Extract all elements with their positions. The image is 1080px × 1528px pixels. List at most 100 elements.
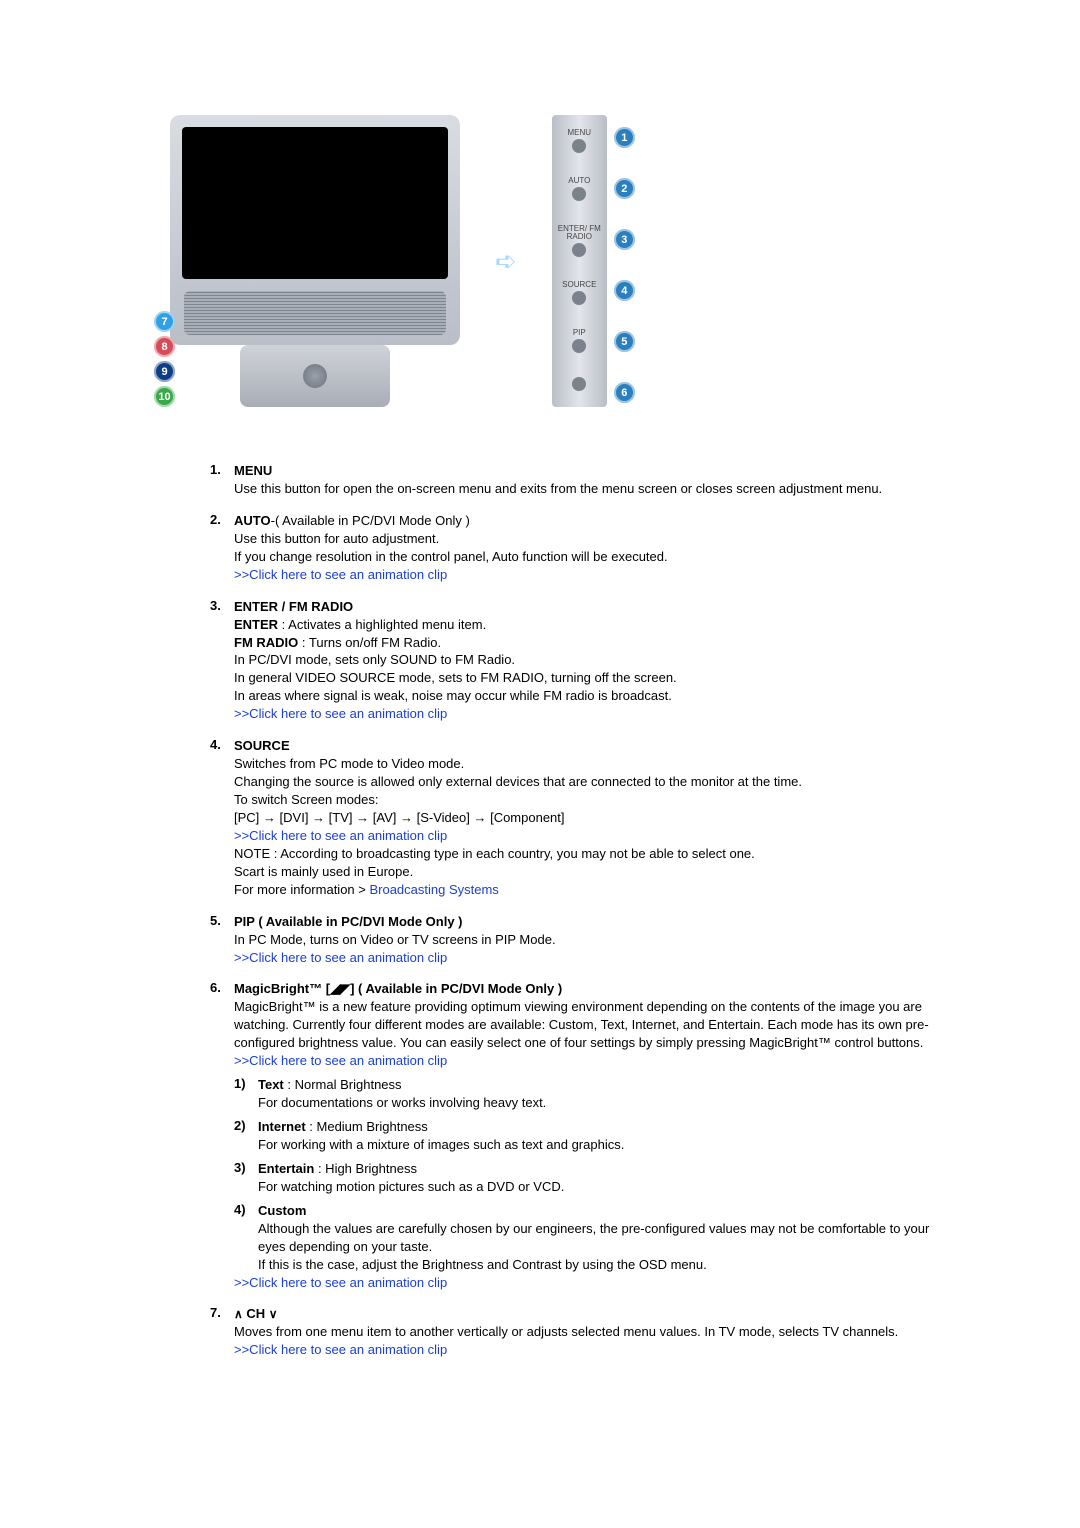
monitor-side-panel: 123456 MENUAUTOENTER/ FM RADIOSOURCEPIP (552, 115, 607, 407)
monitor-frame (170, 115, 460, 345)
instruction-item: 4.SOURCESwitches from PC mode to Video m… (210, 737, 950, 898)
item-title: ∧ CH ∨ (234, 1305, 950, 1323)
sub-item-title: Entertain : High Brightness (258, 1160, 564, 1178)
instruction-item: 5.PIP ( Available in PC/DVI Mode Only )I… (210, 913, 950, 967)
item-line: FM RADIO : Turns on/off FM Radio. (234, 634, 950, 652)
item-title: SOURCE (234, 737, 950, 755)
sub-item-body: Internet : Medium BrightnessFor working … (258, 1118, 624, 1154)
item-line: MagicBright™ is a new feature providing … (234, 998, 950, 1052)
callout-badge-4: 4 (614, 280, 635, 301)
item-line: In areas where signal is weak, noise may… (234, 687, 950, 705)
item-line: Use this button for open the on-screen m… (234, 480, 950, 498)
side-button (572, 139, 586, 153)
chevron-up-icon: ∧ (234, 1307, 243, 1321)
item-body: ∧ CH ∨Moves from one menu item to anothe… (234, 1305, 950, 1359)
speaker-strip (184, 291, 446, 335)
sub-item-title: Text : Normal Brightness (258, 1076, 546, 1094)
item-line: Switches from PC mode to Video mode. (234, 755, 950, 773)
monitor-illustration: 78910 (170, 115, 460, 407)
source-chain: [PC] → [DVI] → [TV] → [AV] → [S-Video] →… (234, 809, 950, 827)
side-button (572, 339, 586, 353)
item-line: In general VIDEO SOURCE mode, sets to FM… (234, 669, 950, 687)
item-title: MagicBright™ [◢◤] ( Available in PC/DVI … (234, 980, 950, 998)
item-line: In PC Mode, turns on Video or TV screens… (234, 931, 950, 949)
monitor-stand (240, 345, 390, 407)
item-body: MagicBright™ [◢◤] ( Available in PC/DVI … (234, 980, 950, 1291)
animation-clip-link[interactable]: >>Click here to see an animation clip (234, 566, 950, 584)
animation-clip-link[interactable]: >>Click here to see an animation clip (234, 949, 950, 967)
item-body: MENUUse this button for open the on-scre… (234, 462, 950, 498)
sub-item-body: Entertain : High BrightnessFor watching … (258, 1160, 564, 1196)
instruction-item: 3.ENTER / FM RADIOENTER : Activates a hi… (210, 598, 950, 724)
side-button-row: SOURCE (562, 281, 596, 305)
chevron-down-icon: ∨ (269, 1307, 278, 1321)
sub-item-desc: For working with a mixture of images suc… (258, 1136, 624, 1154)
item-line: In PC/DVI mode, sets only SOUND to FM Ra… (234, 651, 950, 669)
callout-badge-6: 6 (614, 382, 635, 403)
animation-clip-link[interactable]: >>Click here to see an animation clip (234, 1274, 950, 1292)
sub-item-body: Text : Normal BrightnessFor documentatio… (258, 1076, 546, 1112)
item-body: PIP ( Available in PC/DVI Mode Only )In … (234, 913, 950, 967)
side-button-label: ENTER/ FM RADIO (552, 225, 607, 241)
sub-item-desc: Although the values are carefully chosen… (258, 1220, 950, 1256)
sub-item-number: 3) (234, 1160, 258, 1196)
left-badge-column: 7 8 9 10 (154, 311, 175, 407)
sub-item-number: 4) (234, 1202, 258, 1274)
callout-badge-1: 1 (614, 127, 635, 148)
item-line: To switch Screen modes: (234, 791, 950, 809)
page: 78910 ➪ 123456 MENUAUTOENTER/ FM RADIOSO… (0, 0, 1080, 1473)
side-button (572, 187, 586, 201)
sub-item: 3)Entertain : High BrightnessFor watchin… (234, 1160, 950, 1196)
side-button-label: PIP (573, 329, 586, 337)
broadcasting-systems-link[interactable]: Broadcasting Systems (369, 882, 498, 897)
side-button (572, 377, 586, 391)
item-body: SOURCESwitches from PC mode to Video mod… (234, 737, 950, 898)
side-button-row (572, 377, 586, 391)
item-title: ENTER / FM RADIO (234, 598, 950, 616)
callout-badge-9: 9 (154, 361, 175, 382)
sub-item: 1)Text : Normal BrightnessFor documentat… (234, 1076, 950, 1112)
callout-badge-8: 8 (154, 336, 175, 357)
item-body: ENTER / FM RADIOENTER : Activates a high… (234, 598, 950, 724)
sub-item-number: 2) (234, 1118, 258, 1154)
animation-clip-link[interactable]: >>Click here to see an animation clip (234, 1052, 950, 1070)
instruction-item: 7.∧ CH ∨Moves from one menu item to anot… (210, 1305, 950, 1359)
item-title: AUTO-( Available in PC/DVI Mode Only ) (234, 512, 950, 530)
item-line: NOTE : According to broadcasting type in… (234, 845, 950, 863)
item-number: 5. (210, 913, 234, 967)
sub-item-body: CustomAlthough the values are carefully … (258, 1202, 950, 1274)
item-number: 1. (210, 462, 234, 498)
item-body: AUTO-( Available in PC/DVI Mode Only )Us… (234, 512, 950, 584)
side-button (572, 291, 586, 305)
sub-item-title: Custom (258, 1202, 950, 1220)
instruction-item: 1.MENUUse this button for open the on-sc… (210, 462, 950, 498)
sub-item-desc: For watching motion pictures such as a D… (258, 1178, 564, 1196)
callout-badge-10: 10 (154, 386, 175, 407)
magicbright-icon: ◢◤ (330, 981, 350, 996)
side-button-row: ENTER/ FM RADIO (552, 225, 607, 257)
animation-clip-link[interactable]: >>Click here to see an animation clip (234, 1341, 950, 1359)
sub-item-number: 1) (234, 1076, 258, 1112)
animation-clip-link[interactable]: >>Click here to see an animation clip (234, 827, 950, 845)
sub-item: 2)Internet : Medium BrightnessFor workin… (234, 1118, 950, 1154)
item-line: Use this button for auto adjustment. (234, 530, 950, 548)
item-title: PIP ( Available in PC/DVI Mode Only ) (234, 913, 950, 931)
hero-figure: 78910 ➪ 123456 MENUAUTOENTER/ FM RADIOSO… (170, 115, 950, 407)
right-badge-column: 123456 (614, 127, 635, 403)
side-button-label: SOURCE (562, 281, 596, 289)
side-button-row: PIP (572, 329, 586, 353)
callout-badge-7: 7 (154, 311, 175, 332)
side-button-label: AUTO (568, 177, 590, 185)
animation-clip-link[interactable]: >>Click here to see an animation clip (234, 705, 950, 723)
callout-badge-5: 5 (614, 331, 635, 352)
item-line: If you change resolution in the control … (234, 548, 950, 566)
zoom-arrow-icon: ➪ (495, 246, 517, 277)
item-number: 4. (210, 737, 234, 898)
monitor-screen (182, 127, 448, 279)
item-number: 7. (210, 1305, 234, 1359)
instruction-item: 2.AUTO-( Available in PC/DVI Mode Only )… (210, 512, 950, 584)
sub-item-desc: If this is the case, adjust the Brightne… (258, 1256, 950, 1274)
callout-badge-2: 2 (614, 178, 635, 199)
side-button-row: AUTO (568, 177, 590, 201)
item-number: 3. (210, 598, 234, 724)
